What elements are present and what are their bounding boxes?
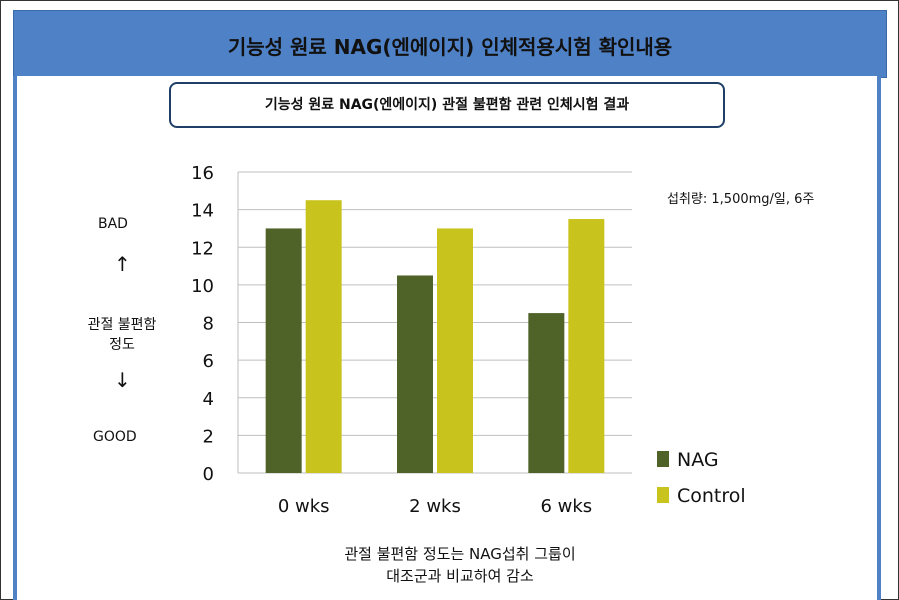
y-tick-label: 16 (191, 163, 214, 184)
legend-swatch-nag (657, 451, 669, 467)
dose-note: 섭취량: 1,500mg/일, 6주 (667, 192, 815, 207)
scale-middle-line1: 관절 불편함 (87, 317, 157, 333)
down-arrow-icon: ↓ (114, 368, 131, 392)
y-tick-label: 2 (203, 426, 214, 447)
scale-middle-label: 관절 불편함 정도 (70, 315, 174, 355)
y-tick-label: 10 (191, 276, 214, 297)
caption-line2: 대조군과 비교하여 감소 (386, 567, 534, 585)
scale-bad-label: BAD (98, 216, 128, 232)
legend-label-nag: NAG (677, 449, 719, 471)
y-tick-label: 8 (203, 314, 214, 335)
legend-swatch-control (657, 487, 669, 503)
chart-caption: 관절 불편함 정도는 NAG섭취 그룹이 대조군과 비교하여 감소 (250, 543, 670, 587)
y-tick-label: 6 (203, 351, 214, 372)
x-tick-label: 6 wks (540, 496, 592, 517)
scale-good-label: GOOD (93, 429, 137, 445)
y-tick-label: 12 (191, 238, 214, 259)
y-tick-label: 4 (203, 389, 214, 410)
y-tick-label: 0 (203, 464, 214, 485)
caption-line1: 관절 불편함 정도는 NAG섭취 그룹이 (344, 545, 576, 563)
y-tick-label: 14 (191, 201, 214, 222)
x-tick-label: 2 wks (409, 496, 461, 517)
bar-nag-2 (528, 313, 565, 473)
bar-control-2 (568, 219, 605, 473)
bar-nag-0 (265, 228, 302, 473)
bar-control-1 (437, 228, 473, 473)
title-banner: 기능성 원료 NAG(엔에이지) 인체적용시험 확인내용 (13, 10, 887, 78)
chart-subtitle: 기능성 원료 NAG(엔에이지) 관절 불편함 관련 인체시험 결과 (169, 82, 725, 128)
bar-control-0 (305, 200, 342, 473)
banner-title: 기능성 원료 NAG(엔에이지) 인체적용시험 확인내용 (227, 35, 673, 59)
legend-label-control: Control (677, 485, 746, 507)
scale-middle-line2: 정도 (109, 337, 135, 353)
x-tick-label: 0 wks (278, 496, 330, 517)
bar-nag-1 (397, 275, 433, 473)
up-arrow-icon: ↑ (114, 252, 131, 276)
